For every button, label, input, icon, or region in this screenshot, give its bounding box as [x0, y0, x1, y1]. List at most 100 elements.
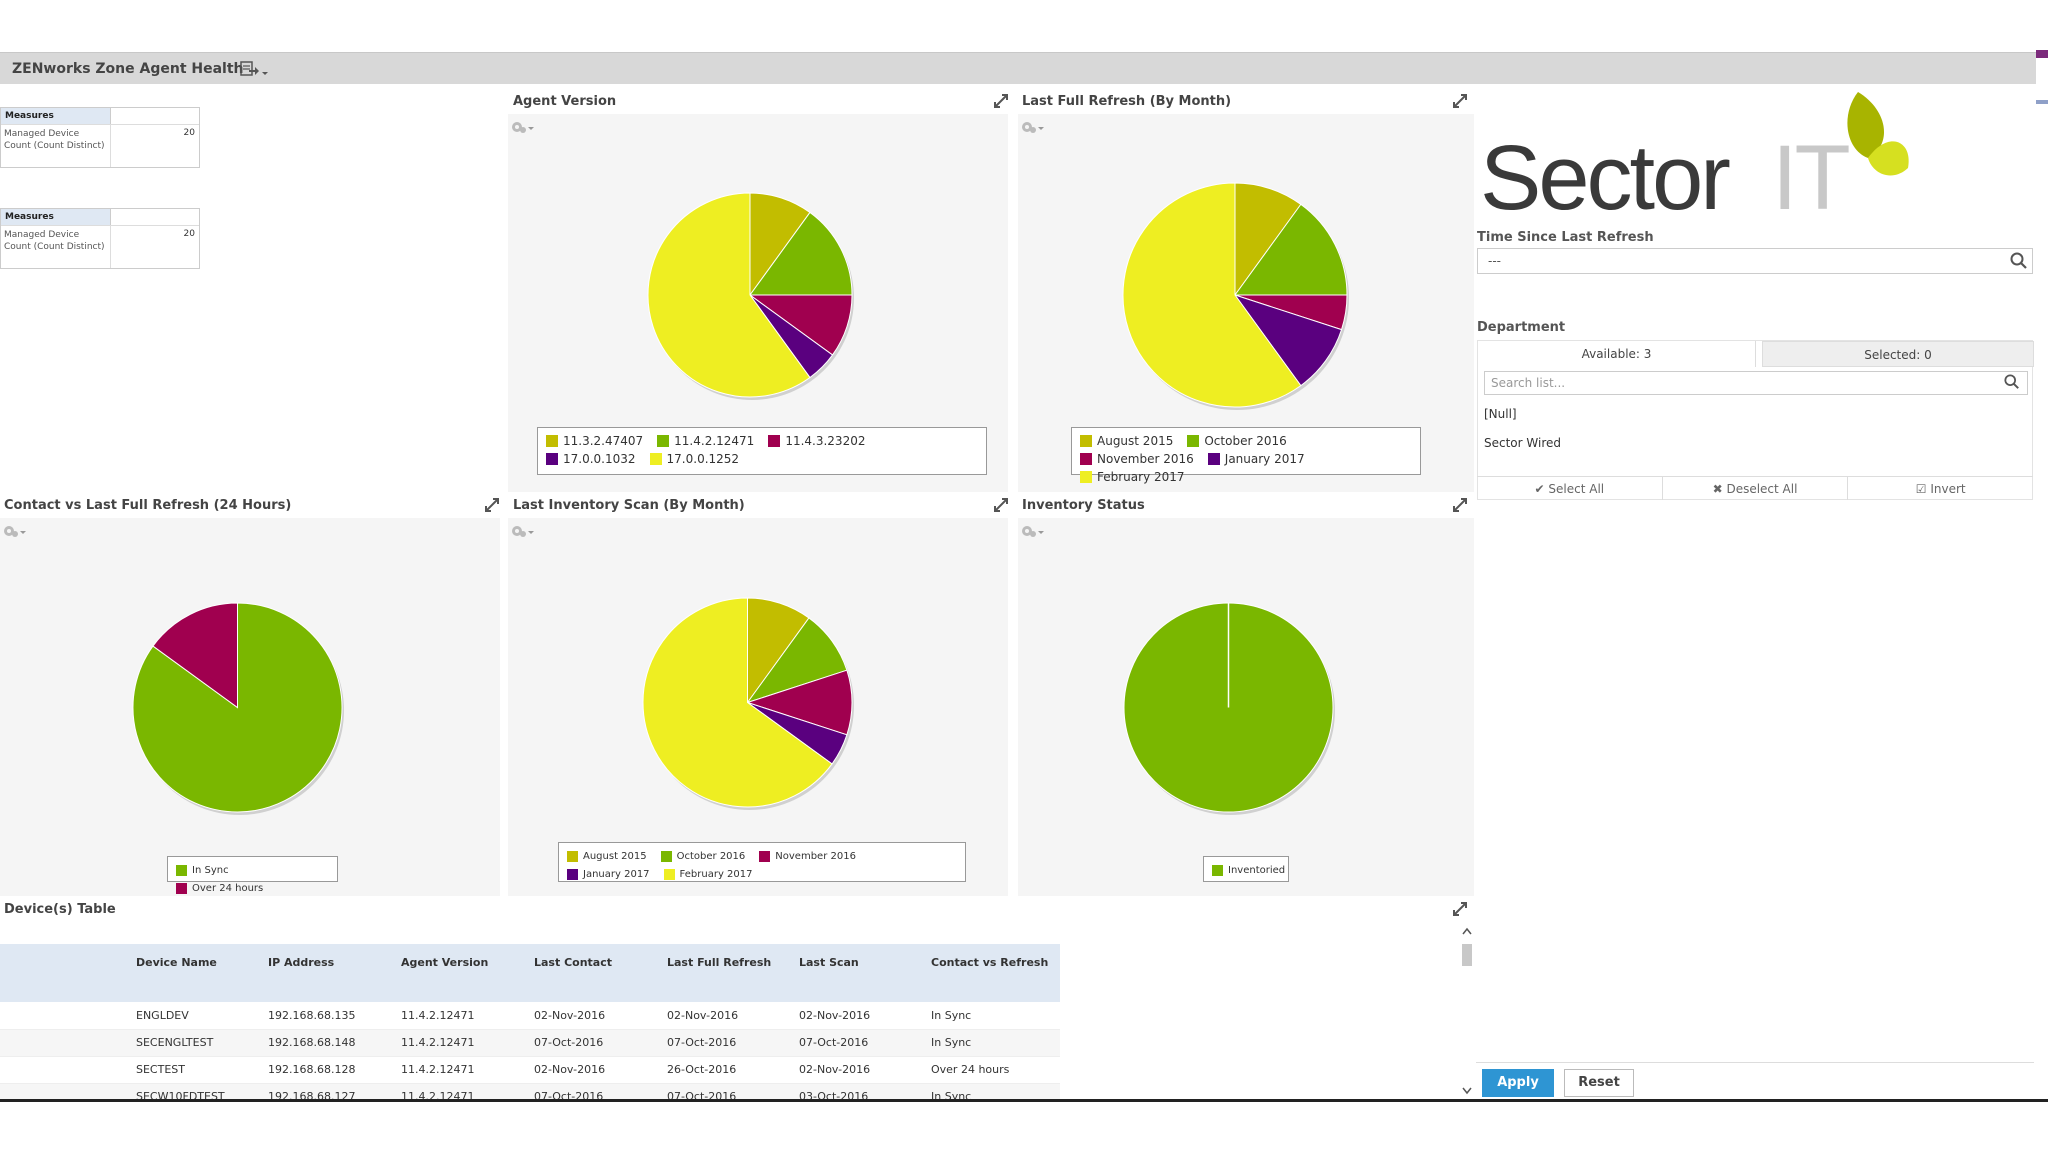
table-cell: ENGLDEV — [136, 1008, 189, 1022]
divider — [1476, 1062, 2034, 1063]
legend-item: February 2017 — [1080, 468, 1185, 486]
export-report-icon[interactable] — [240, 60, 270, 78]
legend-label: January 2017 — [583, 868, 650, 880]
table-cell: 02-Nov-2016 — [534, 1063, 606, 1076]
apply-button[interactable]: Apply — [1482, 1069, 1554, 1097]
legend-label: August 2015 — [583, 850, 647, 862]
column-header[interactable]: Last Contact — [534, 956, 612, 969]
legend-label: February 2017 — [1097, 470, 1185, 484]
column-header[interactable]: Contact vs Refresh — [931, 956, 1049, 969]
table-cell: 07-Oct-2016 — [534, 1090, 604, 1100]
legend-swatch — [176, 882, 187, 894]
reset-button[interactable]: Reset — [1564, 1069, 1634, 1097]
tab-available[interactable]: Available: 3 — [1478, 341, 1756, 367]
legend-label: January 2017 — [1224, 452, 1305, 466]
legend-swatch — [1212, 864, 1223, 876]
legend-item: 11.4.2.12471 — [657, 432, 754, 450]
column-header[interactable]: Last Full Refresh — [667, 956, 772, 969]
inventory-status-title: Inventory Status — [1022, 498, 1145, 513]
invert-button[interactable]: ☑ Invert — [1848, 477, 2033, 500]
department-actions: ✔ Select All ✖ Deselect All ☑ Invert — [1477, 476, 2033, 500]
list-item[interactable]: Sector Wired — [1484, 436, 1561, 450]
legend-swatch — [1187, 435, 1200, 447]
legend-label: 17.0.0.1252 — [666, 452, 740, 466]
department-search-input[interactable]: Search list... — [1484, 371, 2028, 395]
table-cell: SECENGLTEST — [136, 1036, 214, 1049]
legend-label: 11.4.3.23202 — [785, 434, 866, 448]
agent-version-pie-chart — [647, 192, 854, 400]
measures-table-2: Measures Managed Device Count (Count Dis… — [0, 208, 200, 269]
gear-icon[interactable] — [510, 523, 536, 539]
sector-it-logo: Sector IT — [1476, 90, 1916, 229]
search-icon[interactable] — [2010, 252, 2028, 270]
time-since-refresh-input[interactable]: --- — [1477, 248, 2033, 274]
deselect-all-button[interactable]: ✖ Deselect All — [1663, 477, 1849, 500]
pie-slice-11-4-2-12471[interactable] — [749, 211, 853, 296]
expand-icon[interactable] — [1452, 93, 1468, 109]
expand-icon[interactable] — [993, 497, 1009, 513]
gear-icon[interactable] — [510, 119, 536, 135]
check-icon: ✔ — [1534, 482, 1549, 496]
search-icon[interactable] — [2004, 374, 2020, 390]
logo-text: Sector — [1480, 127, 1731, 229]
table-row[interactable]: SECW10FDTEST 192.168.68.127 11.4.2.12471 07… — [0, 1083, 1060, 1100]
legend-item: August 2015 — [567, 847, 647, 865]
pie-slice-february-2017[interactable] — [1122, 182, 1302, 408]
legend-item: October 2016 — [1187, 432, 1287, 450]
gear-icon[interactable] — [1020, 119, 1046, 135]
pie-slice-17-0-0-1252[interactable] — [647, 192, 811, 398]
expand-icon[interactable] — [993, 93, 1009, 109]
expand-icon[interactable] — [484, 497, 500, 513]
pie-slice-october-2016[interactable] — [1234, 203, 1348, 296]
measures-table-1: Measures Managed Device Count (Count Dis… — [0, 107, 200, 168]
table-scrollbar[interactable] — [1458, 926, 1476, 1096]
legend-item: November 2016 — [1080, 450, 1194, 468]
select-all-label: Select All — [1548, 482, 1605, 496]
legend-swatch — [176, 864, 187, 876]
table-cell: 03-Oct-2016 — [799, 1090, 869, 1100]
legend-swatch — [663, 868, 675, 880]
legend-item: 11.4.3.23202 — [768, 432, 865, 450]
last-full-refresh-pie-chart — [1122, 182, 1349, 410]
devices-table: Device Name IP Address Agent Version Last C… — [0, 944, 1060, 1100]
column-header[interactable]: Device Name — [136, 956, 217, 969]
list-item[interactable]: [Null] — [1484, 407, 1517, 421]
table-row[interactable]: ENGLDEV 192.168.68.135 11.4.2.12471 02-Nov-… — [0, 1002, 1060, 1029]
gear-icon[interactable] — [1020, 523, 1046, 539]
pie-slice-over-24-hours[interactable] — [152, 602, 238, 709]
legend-label: October 2016 — [1204, 434, 1287, 448]
legend-label: February 2017 — [679, 868, 753, 880]
department-filter: Available: 3 Selected: 0 Search list... … — [1477, 340, 2034, 500]
dashboard-title-bar: ZENworks Zone Agent Health — [0, 52, 2036, 84]
close-icon: ✖ — [1712, 482, 1727, 496]
legend-label: November 2016 — [775, 850, 856, 862]
pie-slice-february-2017[interactable] — [642, 597, 833, 808]
legend-swatch — [546, 435, 558, 447]
inventory-status-legend: Inventoried — [1203, 856, 1289, 882]
gear-icon[interactable] — [2, 523, 28, 539]
select-all-button[interactable]: ✔ Select All — [1477, 477, 1663, 500]
legend-item: January 2017 — [1207, 450, 1305, 468]
last-inventory-scan-title: Last Inventory Scan (By Month) — [513, 498, 745, 513]
table-row[interactable]: SECTEST 192.168.68.128 11.4.2.12471 02-Nov-… — [0, 1056, 1060, 1083]
column-header[interactable]: IP Address — [268, 956, 335, 969]
column-header[interactable]: Last Scan — [799, 956, 859, 969]
column-header[interactable] — [0, 944, 132, 1002]
legend-swatch — [1080, 471, 1092, 483]
table-row[interactable]: SECENGLTEST 192.168.68.148 11.4.2.12471 07-… — [0, 1029, 1060, 1056]
measure-value: 20 — [183, 229, 195, 239]
legend-swatch — [1207, 453, 1220, 465]
expand-icon[interactable] — [1452, 497, 1468, 513]
legend-item: Over 24 hours — [176, 879, 263, 897]
legend-swatch — [649, 453, 662, 465]
contact-vs-refresh-legend: In Sync Over 24 hours — [167, 856, 338, 894]
legend-label: Inventoried — [1228, 864, 1286, 876]
column-header[interactable]: Agent Version — [401, 956, 489, 969]
table-cell: 11.4.2.12471 — [401, 1090, 475, 1100]
table-cell: Over 24 hours — [931, 1063, 1010, 1076]
table-cell — [0, 1002, 132, 1029]
measure-label: Managed Device Count (Count Distinct) — [1, 226, 111, 268]
expand-icon[interactable] — [1452, 901, 1468, 917]
legend-label: October 2016 — [676, 850, 746, 862]
tab-selected[interactable]: Selected: 0 — [1762, 341, 2034, 367]
